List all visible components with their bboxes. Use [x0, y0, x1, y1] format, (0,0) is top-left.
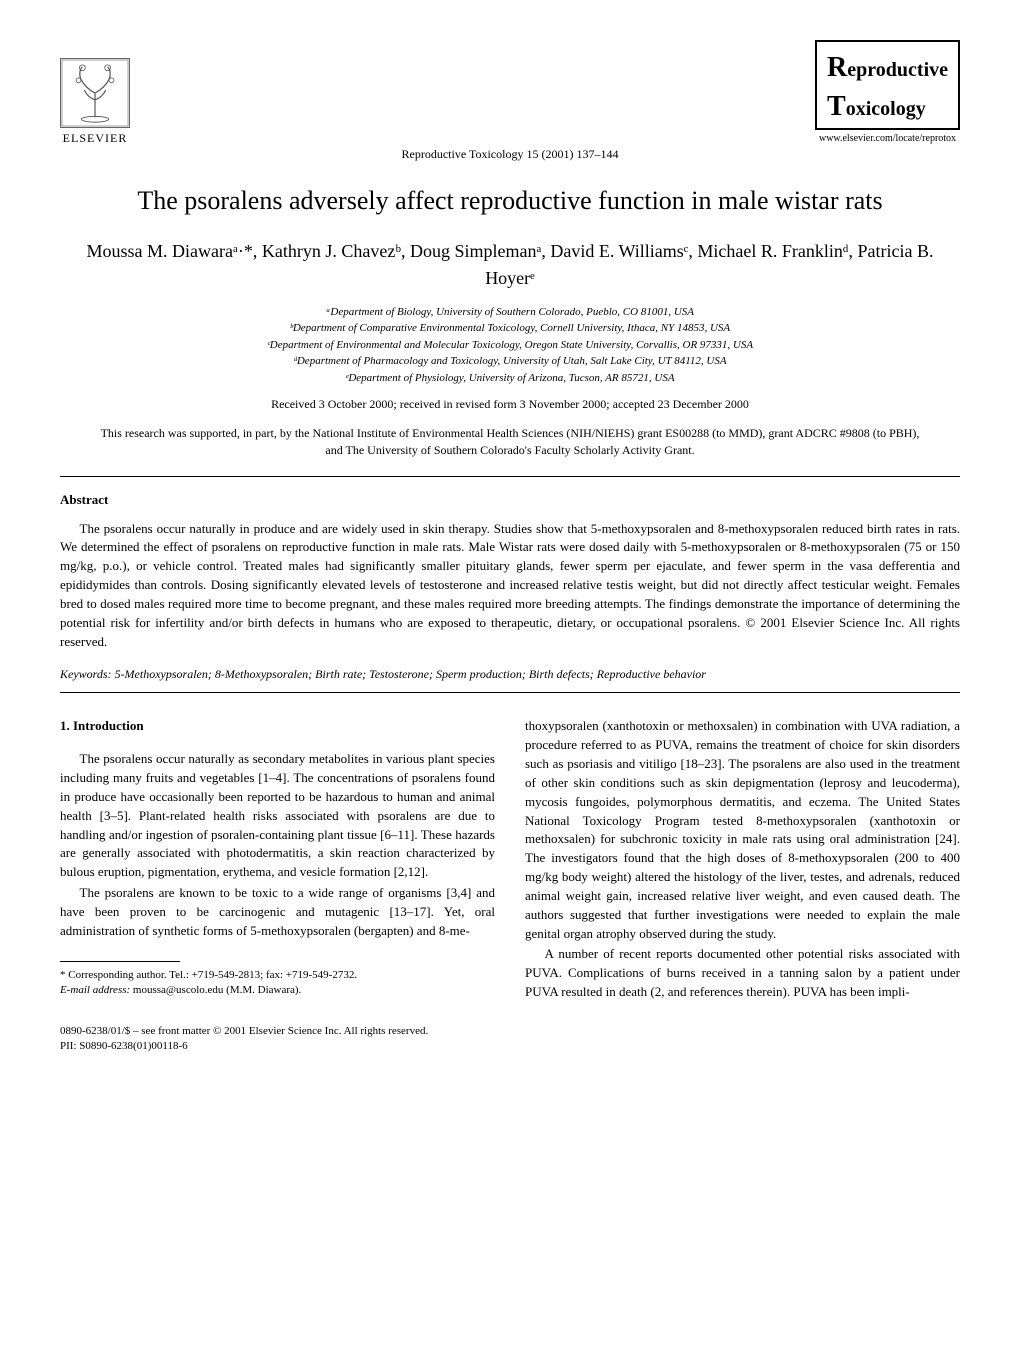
- abstract-heading: Abstract: [60, 491, 960, 509]
- affiliation-d: ᵈDepartment of Pharmacology and Toxicolo…: [60, 353, 960, 370]
- journal-word-1: eproductive: [847, 59, 948, 81]
- footnote-rule: [60, 961, 180, 962]
- intro-heading: 1. Introduction: [60, 717, 495, 736]
- article-title: The psoralens adversely affect reproduct…: [60, 183, 960, 219]
- article-dates: Received 3 October 2000; received in rev…: [60, 396, 960, 413]
- affiliation-a: ᵃDepartment of Biology, University of So…: [60, 304, 960, 321]
- intro-para-1: The psoralens occur naturally as seconda…: [60, 750, 495, 882]
- right-column: thoxypsoralen (xanthotoxin or methoxsale…: [525, 717, 960, 1004]
- funding-statement: This research was supported, in part, by…: [100, 425, 920, 459]
- journal-url: www.elsevier.com/locate/reprotox: [815, 132, 960, 146]
- intro-para-4: A number of recent reports documented ot…: [525, 945, 960, 1002]
- journal-name-line1: Reproductive: [827, 48, 948, 87]
- divider-rule: [60, 476, 960, 477]
- elsevier-tree-icon: [60, 58, 130, 128]
- pii-line: PII: S0890-6238(01)00118-6: [60, 1039, 960, 1054]
- corresponding-author: * Corresponding author. Tel.: +719-549-2…: [60, 968, 495, 983]
- page-footer: 0890-6238/01/$ – see front matter © 2001…: [60, 1024, 960, 1055]
- authors-list: Moussa M. Diawaraᵃ·*, Kathryn J. Chavezᵇ…: [60, 238, 960, 292]
- journal-word-2: oxicology: [846, 98, 926, 120]
- keywords-label: Keywords:: [60, 667, 112, 681]
- email-line: E-mail address: moussa@uscolo.edu (M.M. …: [60, 983, 495, 998]
- keywords-line: Keywords: 5-Methoxypsoralen; 8-Methoxyps…: [60, 666, 960, 683]
- affiliation-c: ᶜDepartment of Environmental and Molecul…: [60, 337, 960, 354]
- intro-para-3: thoxypsoralen (xanthotoxin or methoxsale…: [525, 717, 960, 943]
- keywords-text: 5-Methoxypsoralen; 8-Methoxypsoralen; Bi…: [115, 667, 706, 681]
- publisher-logo: ELSEVIER: [60, 58, 130, 147]
- page-header: ELSEVIER Reproductive Toxicology www.els…: [60, 40, 960, 146]
- copyright-line: 0890-6238/01/$ – see front matter © 2001…: [60, 1024, 960, 1039]
- body-columns: 1. Introduction The psoralens occur natu…: [60, 717, 960, 1004]
- journal-initial-r: R: [827, 52, 847, 83]
- affiliation-e: ᵉDepartment of Physiology, University of…: [60, 370, 960, 387]
- journal-name-line2: Toxicology: [827, 87, 948, 126]
- affiliations: ᵃDepartment of Biology, University of So…: [60, 304, 960, 387]
- divider-rule-2: [60, 692, 960, 693]
- email-label: E-mail address:: [60, 984, 130, 996]
- corresponding-footnote: * Corresponding author. Tel.: +719-549-2…: [60, 968, 495, 999]
- email-address: moussa@uscolo.edu (M.M. Diawara).: [133, 984, 301, 996]
- intro-para-2: The psoralens are known to be toxic to a…: [60, 884, 495, 941]
- left-column: 1. Introduction The psoralens occur natu…: [60, 717, 495, 1004]
- publisher-name: ELSEVIER: [63, 130, 128, 147]
- citation-line: Reproductive Toxicology 15 (2001) 137–14…: [60, 146, 960, 163]
- affiliation-b: ᵇDepartment of Comparative Environmental…: [60, 320, 960, 337]
- journal-initial-t: T: [827, 91, 846, 122]
- journal-logo-box: Reproductive Toxicology www.elsevier.com…: [815, 40, 960, 146]
- abstract-text: The psoralens occur naturally in produce…: [60, 520, 960, 652]
